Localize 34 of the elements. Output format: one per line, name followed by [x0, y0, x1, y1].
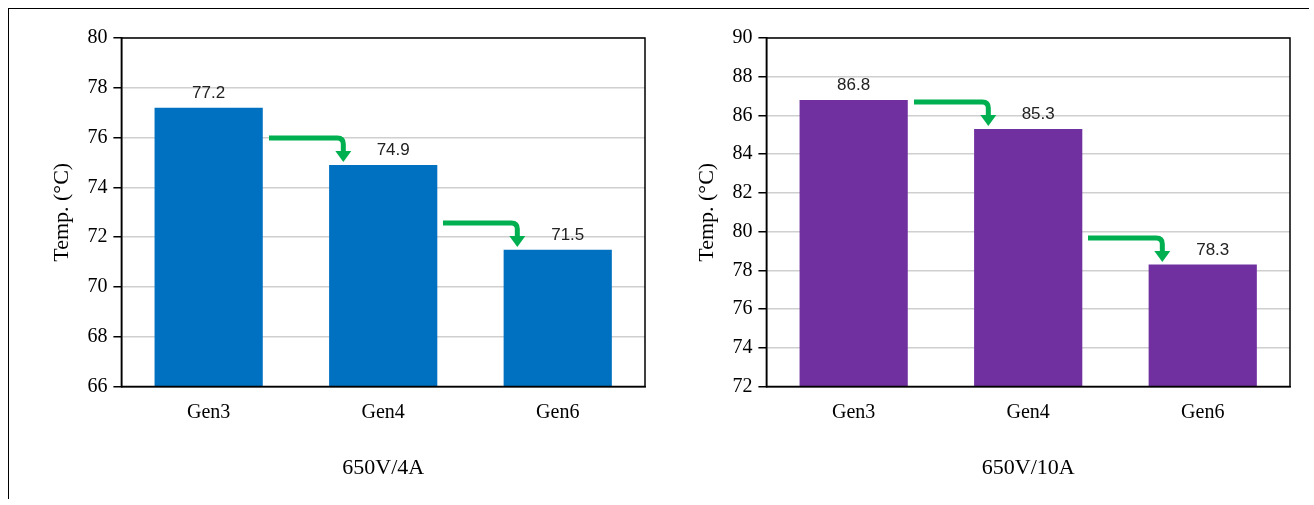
y-axis-title: Temp. (°C)	[692, 162, 718, 262]
y-tick-label: 76	[87, 124, 108, 147]
y-tick-label: 72	[732, 373, 753, 396]
x-axis-title: 650V/10A	[981, 453, 1075, 479]
y-tick-label: 80	[732, 218, 753, 241]
data-label: 74.9	[376, 140, 410, 160]
y-tick-label: 70	[87, 274, 108, 297]
y-tick-label: 80	[87, 25, 108, 48]
y-tick-label: 84	[732, 141, 753, 164]
y-tick-label: 78	[732, 257, 753, 280]
y-tick-label: 74	[87, 174, 108, 197]
x-tick-label: Gen4	[361, 399, 405, 422]
x-tick-label: Gen6	[1181, 399, 1225, 422]
y-tick-label: 90	[732, 25, 753, 48]
x-tick-label: Gen6	[536, 399, 580, 422]
x-tick-label: Gen3	[832, 399, 876, 422]
data-label: 77.2	[192, 82, 226, 102]
y-tick-label: 82	[732, 180, 753, 203]
y-tick-label: 76	[732, 296, 753, 319]
y-tick-label: 66	[87, 373, 108, 396]
y-tick-label: 88	[732, 63, 753, 86]
y-tick-label: 78	[87, 75, 108, 98]
x-tick-label: Gen4	[1006, 399, 1050, 422]
x-axis-title: 650V/4A	[342, 453, 425, 479]
data-label: 85.3	[1021, 104, 1055, 124]
y-tick-label: 86	[732, 102, 753, 125]
data-label: 86.8	[837, 75, 871, 95]
y-axis-title: Temp. (°C)	[47, 162, 73, 262]
y-tick-label: 72	[87, 224, 108, 247]
x-tick-label: Gen3	[187, 399, 231, 422]
y-tick-label: 68	[87, 324, 108, 347]
data-label: 78.3	[1196, 239, 1230, 259]
y-tick-label: 74	[732, 335, 753, 358]
data-label: 71.5	[551, 224, 585, 244]
